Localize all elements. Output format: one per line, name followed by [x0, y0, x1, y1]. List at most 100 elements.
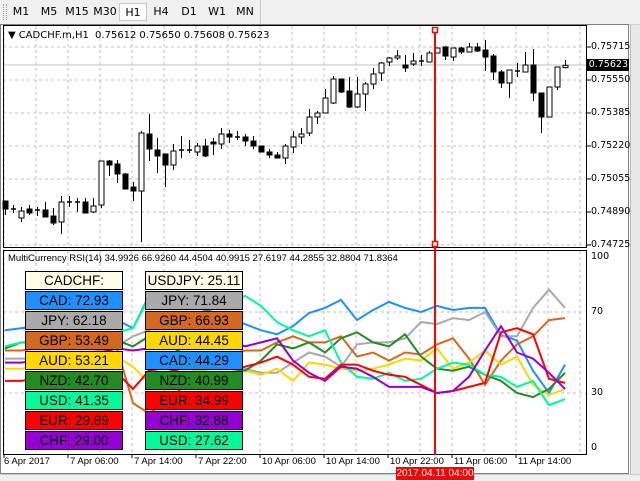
candle — [122, 173, 129, 190]
legend-right-6: EUR: 34.99 — [145, 391, 243, 410]
candle-body-bull — [426, 52, 433, 63]
indicator-frame — [3, 250, 587, 455]
candle-body-bear — [242, 136, 249, 142]
candle — [138, 131, 145, 242]
candle-body-bear — [266, 151, 273, 156]
candle — [179, 136, 184, 158]
candle-body-bear — [482, 49, 489, 58]
timeframe-h4[interactable]: H4 — [153, 5, 169, 18]
candle — [82, 198, 89, 214]
candle — [194, 143, 201, 156]
candle — [426, 51, 433, 63]
candle — [442, 46, 449, 60]
indicator-value: 66.9260 — [141, 253, 176, 264]
candle-body-bull — [282, 145, 289, 159]
candle-body-bear — [50, 215, 57, 224]
candle-body-bear — [490, 55, 497, 73]
ohlc-low: 0.75608 — [183, 30, 226, 41]
candle-body-bear — [146, 133, 153, 150]
candle — [546, 86, 553, 118]
candle — [35, 207, 40, 216]
candle-body-bear — [442, 46, 449, 57]
candle-body-bull — [370, 73, 377, 85]
legend-left-2: JPY: 62.18 — [25, 311, 123, 330]
legend-right-7: CHF: 32.88 — [145, 411, 243, 430]
candle — [419, 55, 424, 66]
legend-right-2: GBP: 66.93 — [145, 311, 243, 330]
symbol-header: ▼ CADCHF.m,H1 0.75612 0.75650 0.75608 0.7562… — [8, 30, 272, 42]
time-axis-label: 10 Apr 22:00 — [390, 456, 444, 467]
candle-body-bear — [458, 47, 465, 53]
ohlc-close: 0.75623 — [228, 30, 270, 41]
candle — [482, 40, 489, 71]
candle-body-bear — [402, 64, 409, 69]
candle-body-bear — [498, 71, 505, 84]
legend-left-5: NZD: 42.70 — [25, 371, 123, 390]
timeframe-mn[interactable]: MN — [236, 5, 254, 18]
timeframe-d1[interactable]: D1 — [181, 5, 197, 18]
candle — [210, 138, 217, 155]
timeframe-m30[interactable]: M30 — [93, 5, 117, 18]
time-axis-label: 7 Apr 06:00 — [70, 456, 119, 467]
timeframe-m5[interactable]: M5 — [40, 5, 58, 18]
collapse-triangle-icon[interactable]: ▼ — [8, 30, 16, 41]
candle — [250, 136, 257, 149]
candle-body-bear — [122, 173, 129, 190]
rsi-axis-label: 100 — [591, 251, 610, 262]
status-strip — [0, 474, 640, 481]
candle — [90, 198, 97, 213]
timeframe-m15[interactable]: M15 — [65, 5, 89, 18]
candle — [266, 149, 273, 158]
legend-left-0: CADCHF: 72.89 — [25, 271, 123, 306]
timeframe-m1[interactable]: M1 — [12, 5, 30, 18]
candle — [530, 49, 537, 101]
time-axis-label: 7 Apr 14:00 — [134, 456, 183, 467]
legend-left-8: CHF: 29.00 — [25, 431, 123, 450]
candle — [114, 160, 121, 183]
candle-body-bull — [322, 97, 329, 114]
candle-body-bull — [466, 46, 473, 53]
candle-body-bear — [26, 208, 33, 214]
legend-right-3: AUD: 44.45 — [145, 331, 243, 350]
candle-body-bull — [394, 55, 401, 59]
candle-body-bear — [162, 153, 169, 166]
indicator-value: 34.9926 — [104, 253, 139, 264]
main-chart-frame — [3, 25, 587, 248]
crosshair-time-tag: 2017.04.11 04:00 — [396, 467, 474, 480]
timeframe-toolbar: M1 M5 M15 M30 H1 H4 D1 W1 MN — [0, 0, 640, 25]
line-handle-icon[interactable] — [431, 26, 439, 34]
candle-body-bear — [474, 46, 481, 52]
candle-body-bull — [562, 64, 569, 69]
candle — [18, 207, 25, 222]
candle-body-bull — [354, 93, 361, 108]
candle — [130, 182, 137, 201]
price-axis-label: 0.75220 — [591, 140, 631, 151]
candle-body-bear — [154, 149, 161, 157]
candle — [314, 111, 321, 124]
timeframe-w1[interactable]: W1 — [208, 5, 226, 18]
candle-body-bull — [98, 160, 105, 206]
candle — [362, 82, 369, 111]
candle-body-bear — [346, 90, 353, 108]
toolbar-grip[interactable] — [3, 4, 7, 20]
candle-body-bull — [378, 62, 385, 74]
candle — [11, 205, 16, 213]
indicator-value: 44.2855 — [289, 253, 324, 264]
timeframe-h1[interactable]: H1 — [119, 3, 147, 21]
rsi-axis-label: 0 — [591, 442, 598, 453]
time-axis-label: 11 Apr 14:00 — [518, 456, 572, 467]
window-frame — [0, 24, 629, 474]
indicator-value: 32.8804 — [326, 253, 361, 264]
candle — [170, 144, 177, 170]
candle-body-bull — [522, 64, 529, 73]
indicator-value: 71.8364 — [363, 253, 398, 264]
time-axis-label: 6 Apr 2017 — [4, 456, 50, 467]
candle — [282, 144, 289, 164]
time-axis-label: 11 Apr 06:00 — [454, 456, 508, 467]
candle — [67, 196, 72, 207]
legend-right-0: USDJPY: 25.11 — [145, 271, 243, 290]
line-handle-icon[interactable] — [431, 240, 439, 248]
indicator-value: 40.9915 — [215, 253, 250, 264]
candle — [450, 47, 457, 61]
candle — [218, 128, 225, 149]
